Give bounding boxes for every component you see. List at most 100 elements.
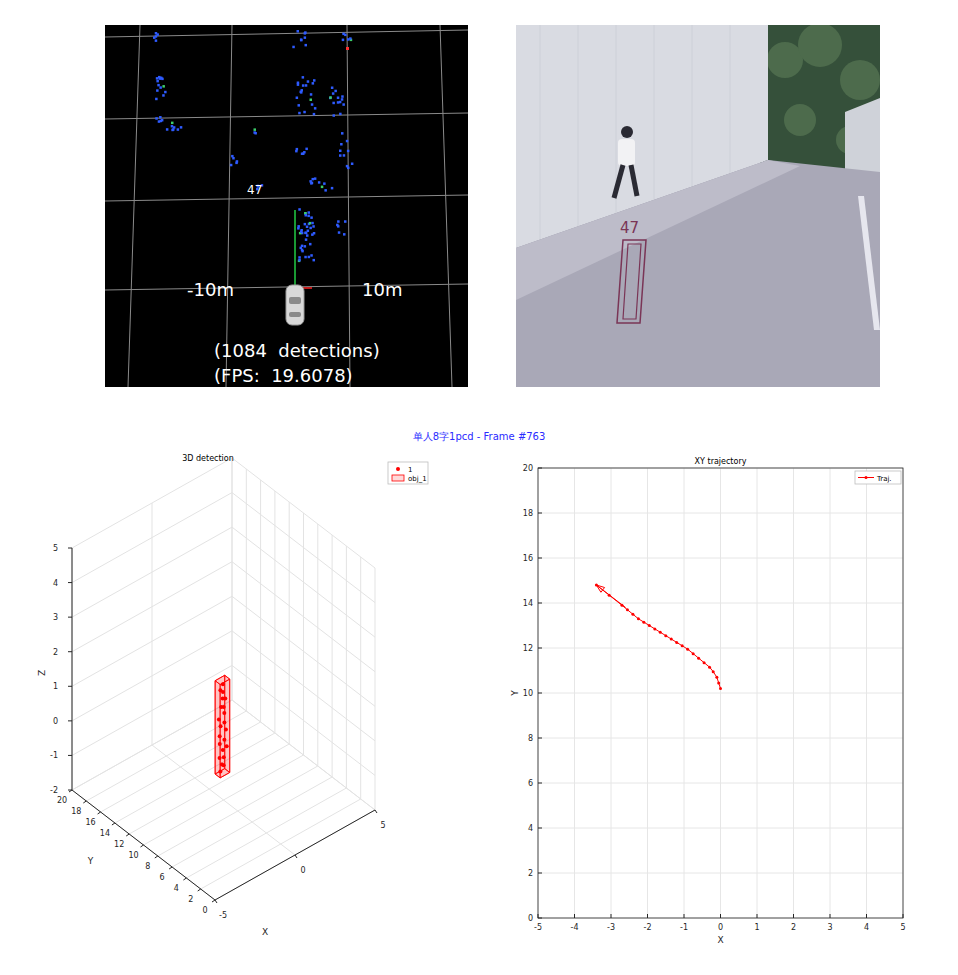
figure: 47-10m10m(1084 detections)(FPS: 19.6078)… <box>0 0 958 975</box>
lidar-point <box>313 259 316 262</box>
lidar-point <box>341 98 344 101</box>
grid-line <box>538 828 903 829</box>
track-id: 47 <box>247 183 262 197</box>
projected-box <box>617 240 646 323</box>
z-tick-label: 5 <box>53 544 58 553</box>
wall-seam <box>654 25 655 200</box>
legend: 1obj_1 <box>388 462 428 484</box>
legend-swatch <box>858 477 874 478</box>
grid-line <box>346 546 347 788</box>
y-tick-label: 10 <box>128 851 138 860</box>
tick <box>141 845 144 847</box>
trajectory-point <box>670 638 673 641</box>
tick <box>538 603 542 604</box>
lidar-grid-line <box>105 113 468 119</box>
lidar-point <box>253 131 256 134</box>
lidar-point <box>298 256 301 259</box>
lidar-point <box>301 250 304 253</box>
y-tick-label: 18 <box>523 509 533 518</box>
grid-line <box>232 458 375 568</box>
legend: Traj. <box>855 471 901 484</box>
tick <box>68 548 72 549</box>
lidar-point <box>302 76 305 79</box>
bbox-face <box>225 675 230 772</box>
tree-foliage <box>784 104 816 136</box>
grid-line <box>72 790 215 900</box>
lidar-grid-line <box>128 25 140 387</box>
lidar-point <box>304 256 307 258</box>
figure-title: 单人8字1pcd - Frame #763 <box>413 431 546 442</box>
y-axis-label: Y <box>87 856 94 866</box>
ego-car-window <box>289 312 301 317</box>
lidar-point <box>164 91 167 94</box>
tick <box>68 686 72 687</box>
y-tick-label: 6 <box>160 873 165 882</box>
y-tick-label: 4 <box>174 884 179 893</box>
lidar-point <box>308 211 311 214</box>
tick <box>183 878 186 880</box>
tick <box>68 617 72 618</box>
lidar-point <box>323 182 326 185</box>
lidar-background <box>105 25 468 387</box>
tick <box>538 828 542 829</box>
y-tick-label: 0 <box>202 906 207 915</box>
lidar-point <box>305 148 308 151</box>
lidar-point <box>254 132 257 135</box>
y-tick-label: 8 <box>528 734 533 743</box>
lidar-point <box>337 220 340 223</box>
y-axis-line <box>72 790 215 900</box>
trajectory-point <box>626 608 629 611</box>
y-tick-label: 16 <box>86 818 96 827</box>
legend-swatch <box>392 475 404 481</box>
trajectory-point <box>675 641 678 644</box>
lidar-point <box>304 232 307 235</box>
direction-arrow-head <box>596 585 604 592</box>
lidar-point <box>153 36 156 39</box>
lidar-point <box>318 181 321 184</box>
x-tick-label: 1 <box>754 923 759 932</box>
tick <box>538 873 542 874</box>
lidar-point <box>300 38 303 41</box>
lidar-point <box>159 86 162 89</box>
tick <box>68 755 72 756</box>
y-tick-label: 4 <box>528 824 533 833</box>
lidar-point <box>338 231 341 234</box>
tick <box>538 558 542 559</box>
wall-seam <box>578 25 579 226</box>
lidar-point <box>305 44 308 47</box>
lidar-point <box>309 243 312 246</box>
plot-frame <box>538 468 903 918</box>
lidar-point <box>303 151 306 154</box>
lidar-grid-line <box>105 30 468 37</box>
lidar-point <box>159 116 162 119</box>
lidar-point <box>305 232 308 235</box>
z-axis-label: Z <box>37 670 47 676</box>
lidar-point <box>339 154 342 157</box>
tick <box>68 720 72 721</box>
lidar-point <box>158 120 161 123</box>
tick <box>155 856 158 858</box>
trajectory-point <box>703 661 706 664</box>
legend-label: 1 <box>408 466 412 474</box>
lane-line <box>858 196 880 330</box>
lidar-point <box>300 247 303 250</box>
x-tick-label: -5 <box>534 923 542 932</box>
tree-foliage <box>840 60 880 100</box>
grid-line <box>72 631 232 721</box>
lidar-view: 47-10m10m(1084 detections)(FPS: 19.6078) <box>105 25 468 387</box>
grid-line <box>303 513 304 755</box>
lidar-point <box>306 226 309 229</box>
legend-swatch <box>865 476 868 479</box>
lidar-point <box>337 101 340 104</box>
lidar-point <box>347 150 350 153</box>
lidar-point <box>329 96 332 99</box>
lidar-point <box>332 92 335 95</box>
legend-label: Traj. <box>876 475 892 483</box>
lidar-point <box>155 32 158 35</box>
lidar-point <box>337 225 340 228</box>
lidar-point <box>332 102 335 105</box>
grid-line <box>274 491 275 733</box>
lidar-point <box>304 223 307 226</box>
lidar-point <box>180 126 183 129</box>
z-tick-label: 4 <box>53 579 58 588</box>
